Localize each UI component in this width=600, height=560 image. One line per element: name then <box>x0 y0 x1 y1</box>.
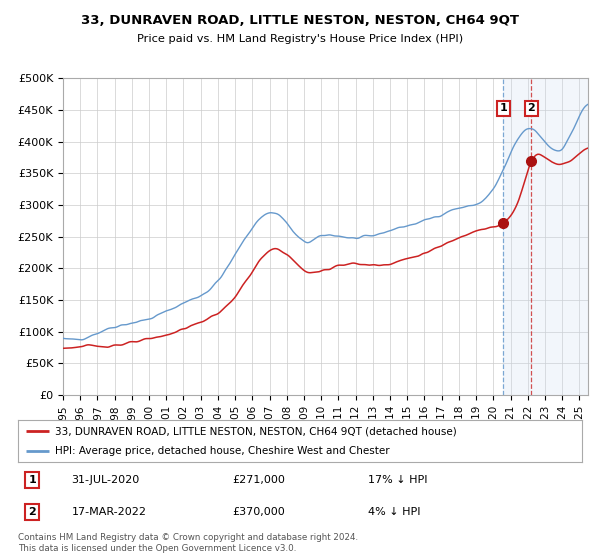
Text: Contains HM Land Registry data © Crown copyright and database right 2024.
This d: Contains HM Land Registry data © Crown c… <box>18 533 358 553</box>
Text: 2: 2 <box>28 507 36 517</box>
Text: 2: 2 <box>527 104 535 114</box>
Text: 17-MAR-2022: 17-MAR-2022 <box>71 507 146 517</box>
Text: £271,000: £271,000 <box>232 475 285 486</box>
Text: 1: 1 <box>28 475 36 486</box>
Text: 4% ↓ HPI: 4% ↓ HPI <box>368 507 420 517</box>
Text: HPI: Average price, detached house, Cheshire West and Chester: HPI: Average price, detached house, Ches… <box>55 446 389 456</box>
Text: 31-JUL-2020: 31-JUL-2020 <box>71 475 140 486</box>
Text: 33, DUNRAVEN ROAD, LITTLE NESTON, NESTON, CH64 9QT: 33, DUNRAVEN ROAD, LITTLE NESTON, NESTON… <box>81 14 519 27</box>
Text: 1: 1 <box>499 104 507 114</box>
Text: 17% ↓ HPI: 17% ↓ HPI <box>368 475 427 486</box>
Text: 33, DUNRAVEN ROAD, LITTLE NESTON, NESTON, CH64 9QT (detached house): 33, DUNRAVEN ROAD, LITTLE NESTON, NESTON… <box>55 426 457 436</box>
Text: Price paid vs. HM Land Registry's House Price Index (HPI): Price paid vs. HM Land Registry's House … <box>137 34 463 44</box>
Text: £370,000: £370,000 <box>232 507 285 517</box>
Bar <box>503 78 588 395</box>
